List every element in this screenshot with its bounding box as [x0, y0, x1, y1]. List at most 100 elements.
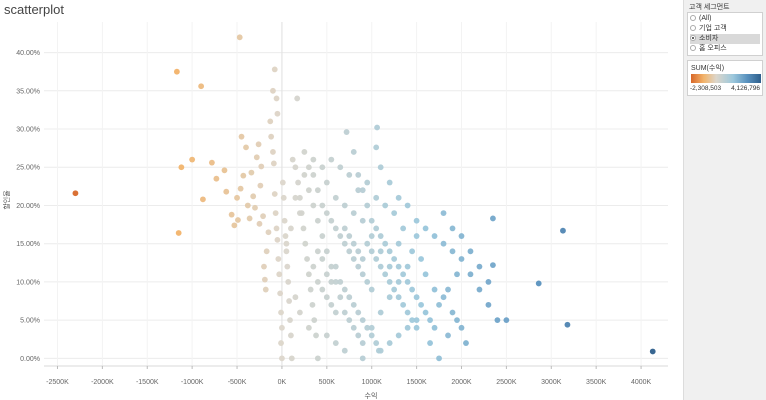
x-tick-label: -500K: [228, 379, 247, 386]
data-point: [305, 187, 312, 194]
x-tick-label: 2000K: [451, 379, 472, 386]
data-point: [275, 256, 282, 262]
data-point: [319, 286, 326, 293]
x-tick-label: 0K: [278, 379, 287, 386]
gridlines: [44, 22, 668, 367]
data-point: [359, 217, 366, 224]
data-point: [279, 355, 285, 362]
filter-option-label: (All): [699, 15, 712, 22]
data-point: [341, 309, 348, 316]
data-point: [386, 279, 393, 285]
data-point: [377, 347, 384, 354]
data-point: [311, 317, 318, 324]
data-point: [198, 83, 205, 90]
data-point: [283, 248, 290, 255]
data-point: [305, 164, 312, 171]
data-point: [449, 225, 456, 232]
data-point: [319, 164, 326, 171]
data-point: [377, 263, 384, 270]
data-point: [373, 340, 380, 346]
data-point: [286, 298, 293, 304]
data-point: [270, 149, 276, 155]
data-point: [279, 179, 286, 186]
radio-selected-icon[interactable]: [690, 35, 696, 41]
data-point: [341, 240, 348, 247]
x-tick-label: 1000K: [362, 379, 383, 386]
filter-option-corporate[interactable]: 기업 고객: [690, 24, 760, 34]
data-point: [332, 225, 339, 232]
radio-icon[interactable]: [690, 45, 696, 51]
color-legend: SUM(수익) -2,308,503 4,126,796: [687, 60, 763, 96]
data-point: [476, 286, 483, 293]
data-point: [350, 256, 357, 262]
data-point: [208, 159, 215, 166]
data-point: [310, 156, 317, 163]
filter-option-consumer[interactable]: 소비자: [690, 34, 760, 44]
data-point: [467, 271, 474, 278]
y-tick-label: 35.00%: [16, 88, 40, 95]
x-tick-label: 3500K: [586, 379, 607, 386]
data-point: [431, 233, 438, 239]
data-point: [413, 217, 420, 224]
data-point: [319, 202, 326, 209]
data-point: [332, 279, 339, 285]
data-point: [304, 256, 310, 262]
x-tick-label: -1000K: [181, 379, 204, 386]
legend-max-label: 4,126,796: [731, 85, 760, 92]
data-point: [485, 279, 492, 285]
data-point: [341, 202, 348, 209]
data-point: [301, 171, 308, 178]
filter-option-home-office[interactable]: 홈 오피스: [690, 44, 760, 54]
data-point: [213, 175, 220, 182]
data-point: [328, 263, 335, 270]
data-point: [265, 229, 272, 236]
data-point: [332, 194, 339, 201]
data-point: [449, 248, 456, 255]
data-point: [404, 202, 411, 209]
data-point: [332, 263, 339, 270]
radio-icon[interactable]: [690, 15, 696, 21]
data-point: [323, 271, 330, 278]
data-point: [261, 263, 267, 270]
data-point: [355, 187, 362, 194]
data-point: [277, 290, 284, 297]
data-point: [382, 202, 389, 209]
data-point: [234, 194, 240, 201]
data-point: [418, 301, 424, 308]
filter-option-label: 홈 오피스: [699, 45, 727, 52]
data-point: [391, 256, 398, 262]
y-tick-label: 25.00%: [16, 165, 40, 172]
data-point: [649, 348, 656, 355]
data-point: [364, 324, 371, 331]
data-point: [373, 256, 380, 262]
data-point: [278, 340, 284, 346]
legend-title: SUM(수익): [691, 65, 725, 72]
filter-option-all[interactable]: (All): [690, 14, 760, 24]
data-point: [476, 263, 483, 270]
data-point: [449, 309, 456, 316]
data-point: [494, 317, 501, 324]
data-point: [413, 324, 420, 331]
data-point: [283, 240, 290, 247]
data-point: [337, 233, 344, 239]
data-point: [301, 149, 308, 155]
data-point: [223, 188, 230, 195]
data-point: [364, 279, 371, 285]
data-point: [427, 340, 433, 346]
radio-icon[interactable]: [690, 25, 696, 31]
data-point: [300, 225, 307, 232]
legend-gradient: [691, 74, 761, 83]
data-point: [368, 332, 375, 339]
data-point: [314, 355, 321, 362]
data-point: [485, 301, 492, 308]
data-point: [355, 263, 362, 270]
data-point: [458, 256, 465, 262]
data-point: [467, 248, 474, 255]
data-point: [368, 286, 375, 293]
data-point: [364, 240, 371, 247]
data-point: [386, 340, 393, 346]
y-axis-label: 할인율: [2, 190, 11, 210]
data-point: [350, 149, 357, 155]
data-point: [535, 280, 542, 287]
data-point: [294, 95, 301, 102]
